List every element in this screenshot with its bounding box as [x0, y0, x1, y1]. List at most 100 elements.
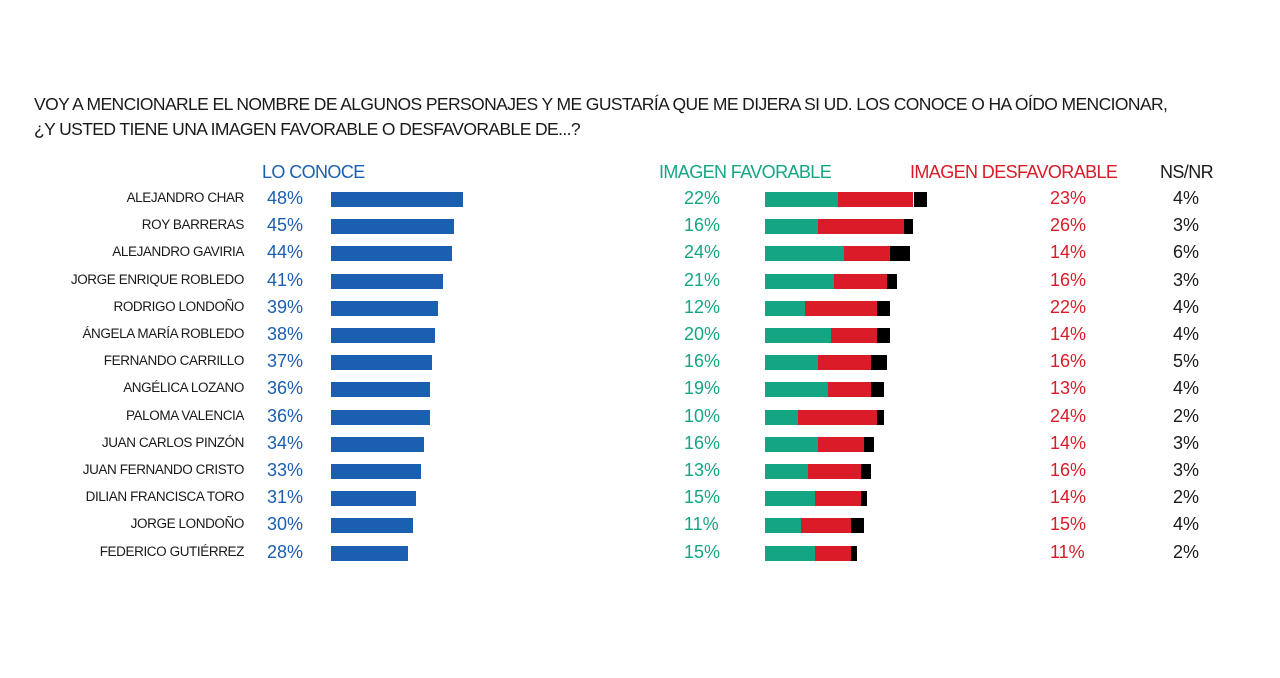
favorable-bar [765, 219, 818, 235]
nsnr-bar [877, 300, 891, 316]
known-value: 34% [267, 432, 304, 453]
row-label: RODRIGO LONDOÑO [113, 298, 244, 314]
row-label: ALEJANDRO CHAR [126, 190, 245, 205]
header-unfavorable: IMAGEN DESFAVORABLE [910, 162, 1118, 182]
row-label: JUAN FERNANDO CRISTO [82, 462, 245, 477]
known-value: 39% [267, 296, 304, 317]
unfavorable-bar [801, 518, 851, 534]
nsnr-value: 4% [1173, 188, 1200, 208]
favorable-value: 10% [684, 405, 721, 426]
unfavorable-bar [844, 246, 891, 262]
header-favorable: IMAGEN FAVORABLE [659, 162, 832, 182]
nsnr-bar [850, 545, 858, 561]
known-bar [331, 409, 430, 425]
unfavorable-value: 14% [1050, 487, 1087, 508]
unfavorable-value: 26% [1050, 215, 1087, 236]
chart-row: ÁNGELA MARÍA ROBLEDO 38% 20% 14% 4% [0, 322, 1280, 349]
chart-row: DILIAN FRANCISCA TORO 31% 15% 14% 2% [0, 485, 1280, 512]
known-value: 28% [267, 541, 304, 562]
unfavorable-value: 14% [1050, 242, 1087, 263]
unfavorable-value: 16% [1050, 351, 1087, 372]
known-value: 30% [267, 514, 304, 535]
favorable-bar [765, 436, 818, 452]
favorable-value: 11% [684, 514, 719, 535]
nsnr-value: 2% [1173, 541, 1200, 562]
nsnr-bar [890, 246, 911, 262]
known-value: 38% [267, 324, 304, 344]
favorable-bar [765, 518, 802, 534]
nsnr-value: 4% [1173, 324, 1200, 344]
unfavorable-bar [814, 491, 861, 507]
row-label: DILIAN FRANCISCA TORO [85, 489, 245, 505]
known-bar [331, 382, 430, 398]
favorable-value: 21% [684, 269, 721, 290]
chart-row: ALEJANDRO GAVIRIA 44% 24% 14% 6% [0, 240, 1280, 267]
favorable-bar [765, 273, 835, 289]
unfavorable-value: 14% [1050, 432, 1087, 453]
unfavorable-bar [837, 192, 914, 207]
known-bar [331, 545, 408, 561]
unfavorable-bar [807, 464, 861, 479]
favorable-bar [765, 300, 805, 316]
unfavorable-value: 24% [1050, 405, 1087, 426]
nsnr-value: 3% [1173, 460, 1200, 480]
chart-row: JORGE ENRIQUE ROBLEDO 41% 21% 16% 3% [0, 268, 1280, 295]
unfavorable-bar [798, 409, 878, 425]
nsnr-bar [877, 409, 884, 425]
known-value: 45% [267, 215, 304, 236]
nsnr-bar [877, 328, 891, 343]
row-label: JORGE LONDOÑO [130, 516, 245, 532]
chart-row: ROY BARRERAS 45% 16% 26% 3% [0, 213, 1280, 240]
nsnr-bar [887, 273, 897, 289]
unfavorable-value: 22% [1050, 296, 1087, 317]
row-label: JORGE ENRIQUE ROBLEDO [70, 271, 245, 287]
favorable-bar [765, 409, 798, 425]
known-value: 48% [267, 188, 304, 208]
known-bar [331, 219, 455, 235]
unfavorable-value: 16% [1050, 269, 1087, 290]
favorable-value: 20% [684, 324, 721, 344]
chart-row: FEDERICO GUTIÉRREZ 28% 15% 11% 2% [0, 540, 1280, 567]
known-bar [331, 464, 422, 479]
known-value: 33% [267, 460, 304, 480]
nsnr-value: 5% [1173, 351, 1200, 372]
favorable-bar [765, 355, 818, 371]
chart-row: JUAN FERNANDO CRISTO 33% 13% 16% 3% [0, 458, 1280, 485]
row-label: PALOMA VALENCIA [125, 407, 244, 423]
row-label: FEDERICO GUTIÉRREZ [99, 543, 245, 559]
nsnr-value: 6% [1173, 242, 1200, 263]
known-value: 37% [267, 351, 304, 372]
unfavorable-value: 16% [1050, 460, 1087, 480]
favorable-bar [765, 246, 845, 262]
header-nsnr: NS/NR [1160, 162, 1214, 182]
chart-row: RODRIGO LONDOÑO 39% 12% 22% 4% [0, 295, 1280, 322]
unfavorable-bar [817, 219, 904, 235]
nsnr-value: 3% [1173, 215, 1200, 236]
favorable-bar [765, 464, 808, 479]
nsnr-value: 4% [1173, 296, 1200, 317]
favorable-value: 19% [684, 378, 721, 399]
nsnr-value: 2% [1173, 487, 1200, 508]
nsnr-value: 3% [1173, 432, 1200, 453]
unfavorable-bar [817, 436, 864, 452]
nsnr-value: 2% [1173, 405, 1200, 426]
favorable-value: 22% [684, 188, 721, 208]
known-value: 31% [267, 487, 304, 508]
unfavorable-bar [827, 382, 871, 398]
unfavorable-bar [834, 273, 888, 289]
unfavorable-value: 11% [1050, 541, 1085, 562]
chart-row: JORGE LONDOÑO 30% 11% 15% 4% [0, 512, 1280, 539]
favorable-value: 12% [684, 296, 721, 317]
unfavorable-bar [804, 300, 878, 316]
favorable-value: 13% [684, 460, 721, 480]
unfavorable-value: 14% [1050, 324, 1087, 344]
row-label: ROY BARRERAS [141, 217, 245, 233]
known-bar [331, 192, 463, 207]
row-label: ÁNGELA MARÍA ROBLEDO [82, 326, 244, 341]
question-line-1: VOY A MENCIONARLE EL NOMBRE DE ALGUNOS P… [34, 94, 1168, 114]
favorable-value: 15% [684, 541, 721, 562]
chart-row: PALOMA VALENCIA 36% 10% 24% 2% [0, 404, 1280, 431]
survey-question: VOY A MENCIONARLE EL NOMBRE DE ALGUNOS P… [34, 92, 1254, 142]
row-label: JUAN CARLOS PINZÓN [101, 434, 244, 450]
